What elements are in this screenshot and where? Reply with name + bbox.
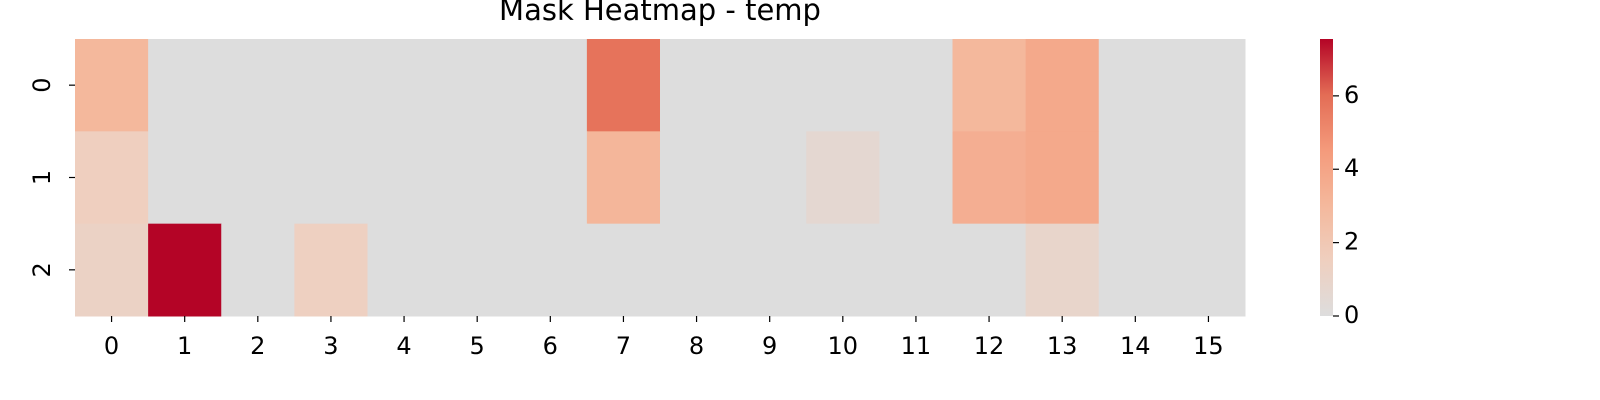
x-tick-label: 13 — [1047, 332, 1078, 360]
x-tick-label: 1 — [177, 332, 192, 360]
heatmap-cell — [1171, 39, 1246, 132]
heatmap-cell — [586, 39, 661, 132]
heatmap-cell — [806, 131, 880, 225]
heatmap-cell — [148, 223, 222, 317]
x-tick-label: 12 — [974, 332, 1005, 360]
heatmap-cell — [367, 39, 442, 132]
heatmap-cell — [513, 39, 588, 132]
heatmap-cell — [1025, 223, 1100, 317]
heatmap-cell — [733, 223, 807, 317]
colorbar — [1320, 39, 1333, 316]
x-tick-label: 8 — [689, 332, 704, 360]
x-tick-label: 4 — [396, 332, 411, 360]
heatmap-cell — [221, 223, 295, 317]
heatmap-cell — [1025, 131, 1100, 225]
heatmap-cell — [1098, 39, 1173, 132]
heatmap-cell — [952, 131, 1027, 225]
heatmap-cell — [513, 223, 588, 317]
x-tick-label: 7 — [616, 332, 631, 360]
heatmap-cell — [586, 131, 661, 225]
x-tick-label: 5 — [470, 332, 485, 360]
heatmap-cell — [733, 131, 807, 225]
heatmap-cell — [660, 131, 734, 225]
heatmap-cell — [952, 39, 1027, 132]
heatmap-cell — [733, 39, 807, 132]
heatmap-cell — [440, 131, 515, 225]
heatmap-cell — [148, 39, 222, 132]
heatmap-cell — [660, 223, 734, 317]
heatmap-cell — [513, 131, 588, 225]
heatmap-cell — [1025, 39, 1100, 132]
heatmap-cell — [879, 223, 953, 317]
x-tick-label: 10 — [828, 332, 859, 360]
x-tick-label: 6 — [543, 332, 558, 360]
heatmap-cell — [440, 223, 515, 317]
chart-title: Mask Heatmap - temp — [499, 0, 821, 27]
heatmap-cell — [952, 223, 1027, 317]
heatmap-cell — [75, 131, 149, 225]
x-tick-label: 2 — [250, 332, 265, 360]
heatmap-cell — [806, 39, 880, 132]
colorbar-tick-label: 4 — [1344, 154, 1359, 182]
heatmap-cell — [294, 39, 368, 132]
heatmap-cell — [1171, 131, 1246, 225]
heatmap-cell — [148, 131, 222, 225]
x-tick-label: 14 — [1120, 332, 1151, 360]
heatmap-cell — [1098, 131, 1173, 225]
heatmap-cell — [294, 131, 368, 225]
x-tick-label: 0 — [104, 332, 119, 360]
heatmap-cell — [367, 223, 442, 317]
x-tick-label: 15 — [1193, 332, 1224, 360]
heatmap-cell — [294, 223, 368, 317]
heatmap-cell — [75, 39, 149, 132]
x-tick-label: 11 — [901, 332, 932, 360]
heatmap-cell — [367, 131, 442, 225]
heatmap-cell — [440, 39, 515, 132]
colorbar-tick-label: 2 — [1344, 228, 1359, 256]
heatmap-cell — [879, 131, 953, 225]
heatmap-cell — [221, 131, 295, 225]
heatmap-cell — [879, 39, 953, 132]
heatmap-cell — [586, 223, 661, 317]
heatmap-cell — [221, 39, 295, 132]
y-tick-label: 2 — [28, 262, 56, 277]
heatmap-cell — [806, 223, 880, 317]
heatmap-cell — [1171, 223, 1246, 317]
colorbar-tick-label: 6 — [1344, 81, 1359, 109]
x-tick-label: 3 — [323, 332, 338, 360]
heatmap-cell — [1098, 223, 1173, 317]
y-tick-label: 0 — [28, 78, 56, 93]
heatmap-cell — [660, 39, 734, 132]
x-tick-label: 9 — [762, 332, 777, 360]
y-tick-label: 1 — [28, 170, 56, 185]
colorbar-tick-label: 0 — [1344, 301, 1359, 329]
heatmap-cell — [75, 223, 149, 317]
